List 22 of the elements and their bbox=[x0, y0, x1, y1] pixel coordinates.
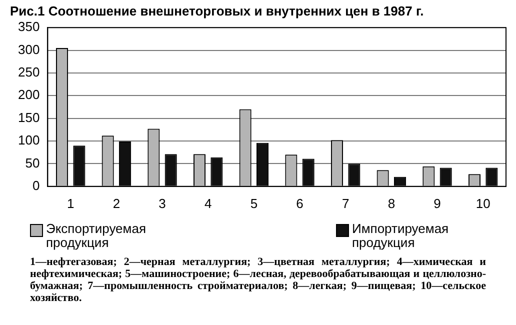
x-tick-label: 5 bbox=[250, 196, 258, 211]
x-tick-label: 9 bbox=[434, 196, 441, 211]
x-tick-label: 4 bbox=[204, 196, 212, 211]
x-tick-label: 2 bbox=[112, 196, 120, 211]
x-tick-label: 3 bbox=[158, 196, 166, 211]
legend-label: Экспортируемая продукция bbox=[46, 221, 147, 250]
y-tick-label: 350 bbox=[18, 19, 40, 34]
x-tick-label: 7 bbox=[342, 196, 350, 211]
y-tick-label: 50 bbox=[25, 155, 40, 170]
x-tick-label: 10 bbox=[476, 196, 490, 211]
legend-label: Импортируемая продукция bbox=[352, 221, 450, 250]
x-tick-label: 6 bbox=[296, 196, 304, 211]
y-tick-label: 250 bbox=[18, 64, 40, 80]
y-tick-label: 200 bbox=[18, 87, 40, 102]
y-tick-label: 0 bbox=[32, 178, 40, 193]
text: 1—нефтегазовая; 2—черная металлургия; 3—цветная металлургия; 4—химическая и нефтехимическая; 5—машиностроение; 6—лесная, деревообрабатывающая и целлюлозно-бумажная; 7—промышленность стройматериалов; 8—легкая; 9—пищевая; 10—сельское хозяйство. bbox=[29, 255, 487, 304]
y-tick-label: 100 bbox=[18, 132, 40, 148]
y-tick-label: 300 bbox=[18, 42, 40, 57]
x-tick-label: 8 bbox=[388, 196, 396, 211]
chart-title: Рис.1 Соотношение внешнеторговых и внутренних цен в 1987 г. bbox=[10, 3, 424, 18]
y-tick-label: 150 bbox=[18, 110, 40, 125]
x-tick-label: 1 bbox=[66, 196, 74, 211]
